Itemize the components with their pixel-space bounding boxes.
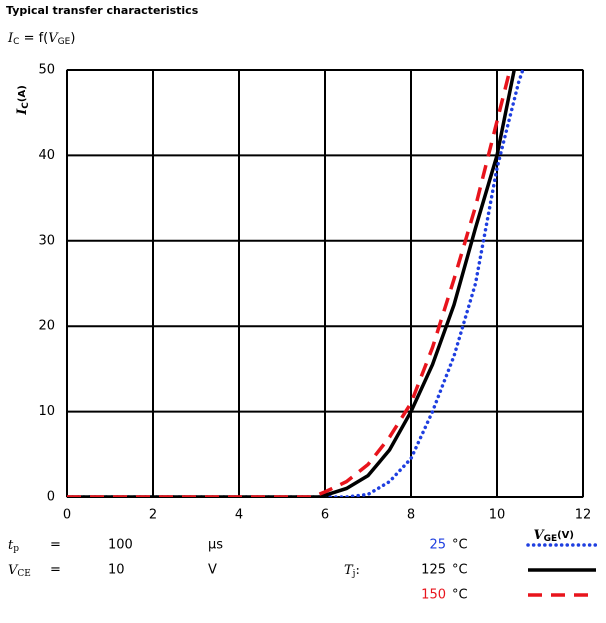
series-line <box>67 70 512 497</box>
x-tick-label: 0 <box>63 508 71 523</box>
x-tick-label: 2 <box>149 508 157 523</box>
subtitle-part: C <box>13 37 19 47</box>
y-tick-label: 30 <box>38 233 55 248</box>
y-label-part: C <box>21 102 31 109</box>
condition-symbol: tp <box>8 538 19 554</box>
legend-label: 125 <box>421 563 446 578</box>
x-tick-label: 10 <box>489 508 506 523</box>
y-tick-label: 40 <box>38 148 55 163</box>
condition-part: V <box>8 563 19 578</box>
legend-unit: °C <box>452 588 468 603</box>
legend-title-part: j <box>352 569 356 579</box>
condition-value: 100 <box>108 538 133 553</box>
condition-unit: µs <box>208 538 223 553</box>
subtitle-part: ) <box>70 31 75 46</box>
series-line <box>67 70 525 497</box>
x-tick-label: 12 <box>575 508 592 523</box>
condition-part: p <box>13 544 19 554</box>
legend-title: Tj: <box>344 563 360 579</box>
legend-unit: °C <box>452 563 468 578</box>
condition-part: CE <box>17 569 30 579</box>
x-label-part: V <box>533 528 545 543</box>
subtitle-part: I <box>7 31 14 46</box>
series-line <box>67 70 516 497</box>
y-tick-label: 20 <box>38 319 55 334</box>
condition-part: t <box>8 538 14 553</box>
subtitle-part: V <box>48 31 59 46</box>
legend-title-part: : <box>355 563 359 578</box>
legend-title-part: T <box>344 563 354 578</box>
y-axis-label: IC(A) <box>15 85 31 116</box>
legend-label: 25 <box>429 538 446 553</box>
x-axis-label: VGE(V) <box>533 528 574 544</box>
subtitle-part: = f( <box>19 31 48 46</box>
x-label-part: (V) <box>557 530 574 541</box>
condition-unit: V <box>208 563 217 578</box>
chart-title: Typical transfer characteristics <box>6 4 199 17</box>
condition-value: 10 <box>108 563 125 578</box>
condition-eq: = <box>50 538 61 553</box>
x-tick-label: 6 <box>321 508 329 523</box>
subtitle-part: GE <box>58 37 71 47</box>
legend-label: 150 <box>421 588 446 603</box>
y-label-part: I <box>15 108 30 116</box>
y-tick-label: 10 <box>38 404 55 419</box>
x-label-part: GE <box>544 534 558 544</box>
condition-symbol: VCE <box>8 563 31 579</box>
subtitle: IC = f(VGE) <box>7 31 75 47</box>
y-label-part: (A) <box>17 85 28 102</box>
y-tick-label: 50 <box>38 63 55 78</box>
legend-unit: °C <box>452 538 468 553</box>
condition-eq: = <box>50 563 61 578</box>
y-tick-label: 0 <box>47 490 55 505</box>
x-tick-label: 8 <box>407 508 415 523</box>
x-tick-label: 4 <box>235 508 243 523</box>
